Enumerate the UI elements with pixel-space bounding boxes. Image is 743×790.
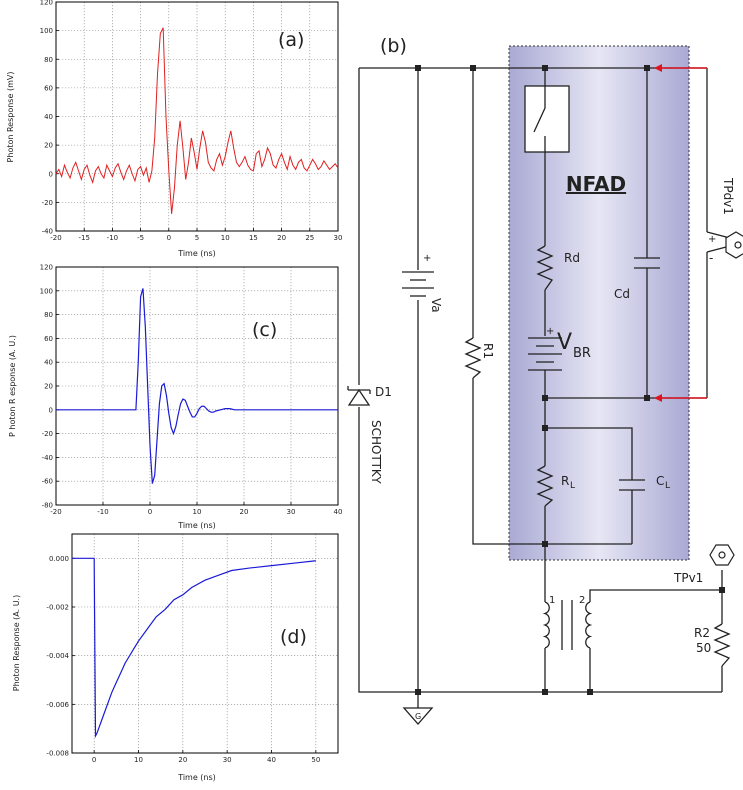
chart-c-xtick-label: 20 xyxy=(240,508,249,516)
vbr-plus: + xyxy=(546,326,554,337)
va-battery xyxy=(402,272,434,296)
r1-resistor xyxy=(466,338,480,378)
t1-label-1: 1 xyxy=(549,595,555,606)
chart-c-xtick-label: 10 xyxy=(193,508,202,516)
cl-subscript: L xyxy=(665,481,670,491)
chart-d-xtick-label: 30 xyxy=(223,756,232,764)
chart-c-ytick-label: 120 xyxy=(40,264,53,272)
tpdv1-minus: - xyxy=(709,251,713,265)
d1-label: D1 xyxy=(375,385,392,399)
chart-d-xtick-label: 10 xyxy=(134,756,143,764)
chart-d-xtick-label: 20 xyxy=(178,756,187,764)
tpdv1-label: TPdv1 xyxy=(721,177,735,215)
chart-a-xtick-label: 5 xyxy=(195,234,199,242)
chart-a: -20 -15 -10 -5 0 5 10 15 20 25 30-40-2002040608010… xyxy=(6,0,342,258)
chart-a-ylabel: Photon Response (mV) xyxy=(6,72,15,163)
chart-d-ytick-label: -0.004 xyxy=(46,652,69,660)
r2-label: R2 xyxy=(694,626,710,640)
chart-c-ytick-label: 0 xyxy=(49,406,53,414)
chart-a-xtick-label: 10 xyxy=(221,234,230,242)
chart-c-xtick-label: -10 xyxy=(97,508,108,516)
chart-a-ytick-label: 60 xyxy=(44,84,53,92)
t1-primary-coil xyxy=(545,602,549,648)
chart-a-xlabel: Time (ns) xyxy=(177,249,216,258)
t1-label-2: 2 xyxy=(579,595,585,606)
chart-a-ytick-label: 20 xyxy=(44,142,53,150)
tpdv1-plus: + xyxy=(708,234,716,245)
chart-a-xtick-label: 15 xyxy=(249,234,258,242)
chart-a-ytick-label: 0 xyxy=(49,170,53,178)
chart-a-ytick-label: -40 xyxy=(42,228,53,236)
chart-a-ytick-label: 80 xyxy=(44,56,53,64)
chart-c-ytick-label: 40 xyxy=(44,359,53,367)
chart-c-ytick-label: 100 xyxy=(40,287,53,295)
vbr-subscript: BR xyxy=(573,346,591,361)
chart-d-panel-label: (d) xyxy=(280,626,307,648)
chart-c-xtick-label: 0 xyxy=(148,508,152,516)
chart-c-ytick-label: 60 xyxy=(44,335,53,343)
chart-d: 0 10 20 30 40 50 -0.008 -0.006 -0.004 -0.002 0.000… xyxy=(12,534,338,782)
chart-a-xtick-label: 25 xyxy=(305,234,314,242)
chart-c-xtick-label: 40 xyxy=(334,508,343,516)
chart-a-panel-label: (a) xyxy=(278,29,304,51)
switch-box xyxy=(525,86,569,152)
chart-d-ytick-label: -0.006 xyxy=(46,701,69,709)
chart-a-xtick-label: -15 xyxy=(78,234,89,242)
chart-d-xtick-label: 40 xyxy=(267,756,276,764)
chart-c-ytick-label: 20 xyxy=(44,383,53,391)
rl-label: R xyxy=(561,474,569,488)
chart-c-ytick-label: -60 xyxy=(42,478,53,486)
chart-c-ylabel: P hoton R esponse (A. U.) xyxy=(8,335,17,437)
tpv1-label: TPv1 xyxy=(673,571,703,585)
chart-d-xlabel: Time (ns) xyxy=(177,773,216,782)
chart-a-ytick-label: 40 xyxy=(44,113,53,121)
chart-a-xtick-label: 20 xyxy=(277,234,286,242)
chart-d-ylabel: Photon Response (A. U.) xyxy=(12,595,21,691)
chart-c-ticks: -20 -10 0 10 20 30 40 -80 -60 -40 -20 0 20 40 60 80 100 1… xyxy=(40,264,343,517)
chart-c-ytick-label: 80 xyxy=(44,311,53,319)
chart-d-ytick-label: -0.008 xyxy=(46,750,69,758)
chart-c-xtick-label: 30 xyxy=(287,508,296,516)
r2-value: 50 xyxy=(696,641,711,655)
circuit-panel-label: (b) xyxy=(380,35,407,57)
chart-d-ytick-label: 0.000 xyxy=(49,555,69,563)
va-plus: + xyxy=(423,253,431,264)
rd-label: Rd xyxy=(564,251,580,265)
vbr-label: V xyxy=(557,330,572,355)
chart-a-ytick-label: -20 xyxy=(42,199,53,207)
rl-subscript: L xyxy=(570,481,575,491)
chart-a-xtick-label: -10 xyxy=(107,234,118,242)
chart-d-ticks: 0 10 20 30 40 50 -0.008 -0.006 -0.004 -0.002 0.000 xyxy=(46,555,320,764)
circuit-diagram: (b) NFAD + Va R1 D1 SCHOTTKY xyxy=(348,35,743,724)
cd-label: Cd xyxy=(614,287,630,301)
r1-label: R1 xyxy=(481,343,495,359)
tpv1-probe-icon xyxy=(710,545,734,565)
r2-resistor xyxy=(715,624,729,666)
chart-a-xtick-label: -5 xyxy=(137,234,144,242)
chart-c-ytick-label: -20 xyxy=(42,430,53,438)
d1-diode xyxy=(348,385,370,407)
chart-a-ytick-label: 120 xyxy=(40,0,53,7)
chart-d-xtick-label: 0 xyxy=(92,756,96,764)
chart-c-xlabel: Time (ns) xyxy=(177,521,216,530)
chart-d-ytick-label: -0.002 xyxy=(46,604,69,612)
chart-c-panel-label: (c) xyxy=(252,319,277,341)
schottky-label: SCHOTTKY xyxy=(369,420,383,484)
chart-d-xtick-label: 50 xyxy=(311,756,320,764)
chart-c: -20 -10 0 10 20 30 40 -80 -60 -40 -20 0 20 40 60 80 100 1… xyxy=(8,264,342,531)
chart-a-xtick-label: 30 xyxy=(334,234,343,242)
chart-c-ytick-label: -80 xyxy=(42,502,53,510)
t1-secondary-coil xyxy=(586,602,590,648)
tpdv1-probe-icon xyxy=(726,232,743,258)
chart-c-grid xyxy=(56,267,338,505)
chart-a-xtick-label: 0 xyxy=(167,234,171,242)
va-label: Va xyxy=(429,298,443,313)
nfad-label: NFAD xyxy=(566,172,626,196)
cl-label: C xyxy=(656,474,664,488)
chart-c-ytick-label: -40 xyxy=(42,454,53,462)
chart-a-ytick-label: 100 xyxy=(40,27,53,35)
ground-label: G xyxy=(415,712,421,721)
